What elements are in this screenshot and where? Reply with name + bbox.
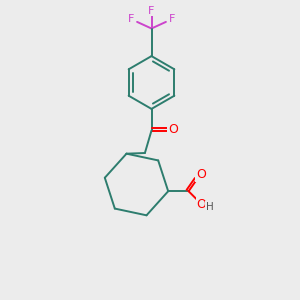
Text: O: O — [168, 123, 178, 136]
Text: F: F — [128, 14, 135, 25]
Text: O: O — [196, 168, 206, 181]
Text: F: F — [148, 5, 155, 16]
Text: F: F — [168, 14, 175, 25]
Text: O: O — [196, 198, 206, 211]
Text: H: H — [206, 202, 214, 212]
